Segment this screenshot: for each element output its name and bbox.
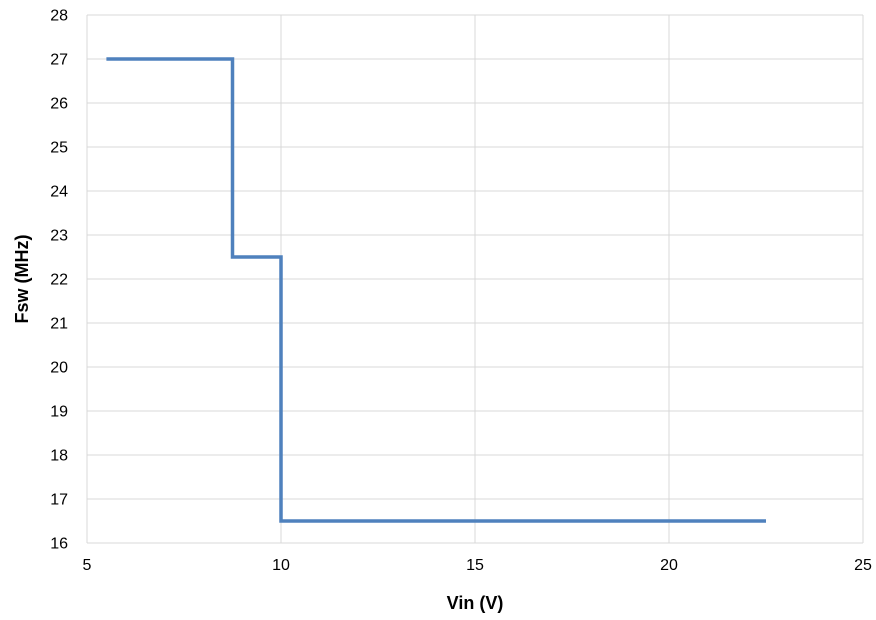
tick-labels: 16 17 18 19 20 21 22 23 24 25 26 27 28 5 10 15 20 25 xyxy=(50,8,872,575)
series-line xyxy=(106,57,766,523)
y-tick-label: 19 xyxy=(50,404,68,421)
y-tick-label: 26 xyxy=(50,96,68,113)
y-tick-label: 23 xyxy=(50,228,68,245)
y-tick-label: 16 xyxy=(50,536,68,553)
x-tick-label: 25 xyxy=(854,557,872,574)
y-tick-label: 25 xyxy=(50,140,68,157)
x-tick-label: 10 xyxy=(272,557,290,574)
x-tick-label: 5 xyxy=(83,557,92,574)
y-tick-label: 27 xyxy=(50,52,68,69)
y-axis-title: Fsw (MHz) xyxy=(12,235,32,324)
y-tick-label: 20 xyxy=(50,360,68,377)
y-tick-label: 18 xyxy=(50,448,68,465)
x-axis-title: Vin (V) xyxy=(447,593,504,613)
y-tick-label: 24 xyxy=(50,184,68,201)
y-tick-label: 22 xyxy=(50,272,68,289)
x-tick-label: 15 xyxy=(466,557,484,574)
x-tick-label: 20 xyxy=(660,557,678,574)
y-tick-label: 21 xyxy=(50,316,68,333)
axes xyxy=(86,15,863,544)
y-tick-label: 17 xyxy=(50,492,68,509)
y-tick-label: 28 xyxy=(50,8,68,25)
series-layer xyxy=(106,57,766,523)
grid-lines xyxy=(87,14,864,543)
